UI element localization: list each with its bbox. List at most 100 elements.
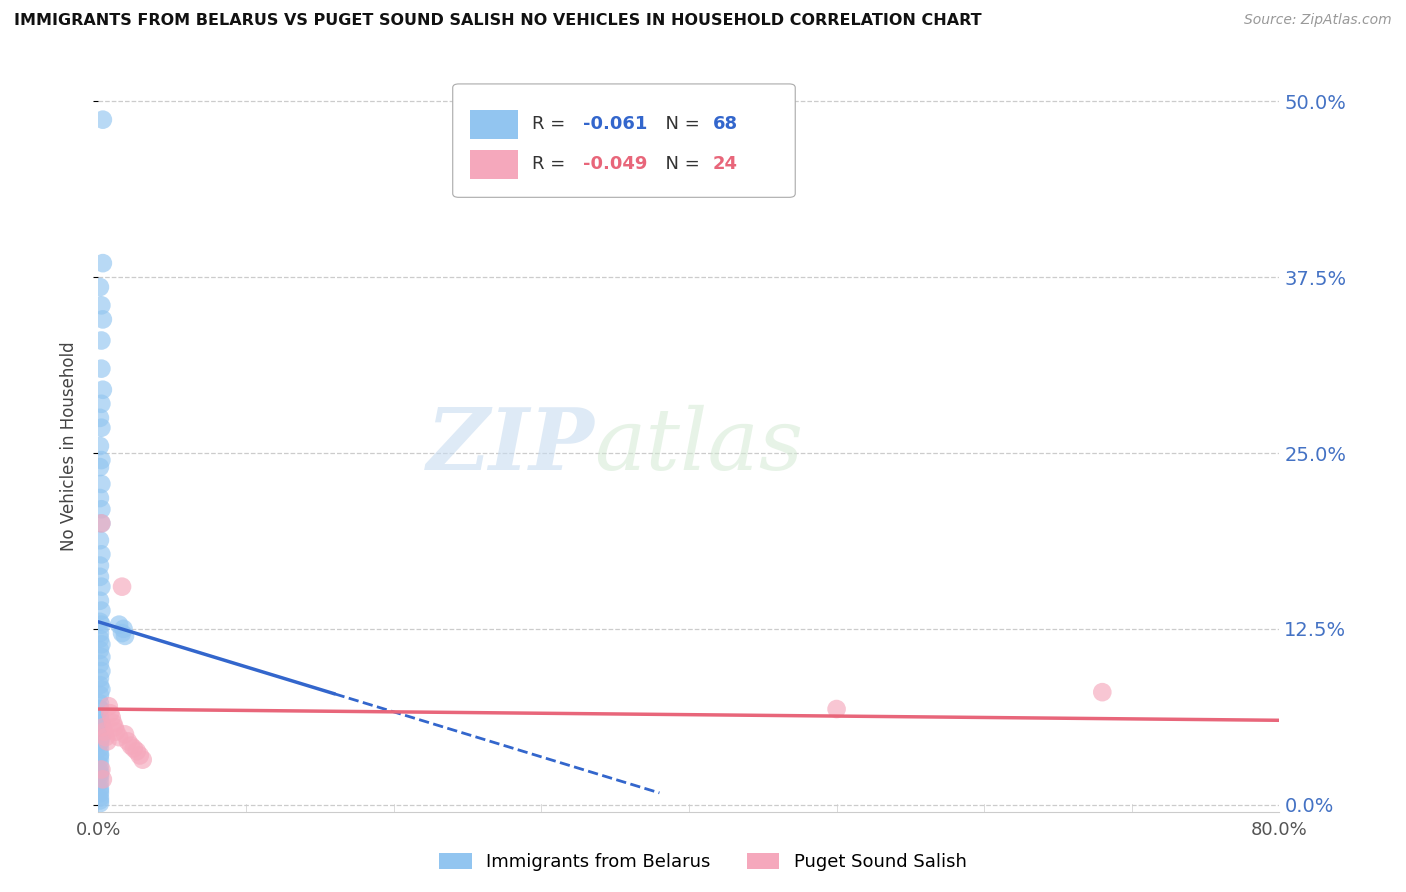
Point [89,783,111,797]
Point [89,570,111,584]
Point [89,657,111,671]
Point [94,730,117,744]
Point [91,312,114,326]
Point [108,730,131,744]
Point [90,477,112,491]
Point [91,720,114,734]
Text: 24: 24 [713,155,738,173]
Text: IMMIGRANTS FROM BELARUS VS PUGET SOUND SALISH NO VEHICLES IN HOUSEHOLD CORRELATI: IMMIGRANTS FROM BELARUS VS PUGET SOUND S… [14,13,981,29]
Point [91,112,114,127]
Point [90,334,112,348]
Point [91,256,114,270]
Text: 68: 68 [713,115,738,133]
Point [89,724,111,739]
FancyBboxPatch shape [453,84,796,197]
Point [90,664,112,678]
Legend: Immigrants from Belarus, Puget Sound Salish: Immigrants from Belarus, Puget Sound Sal… [432,846,974,879]
Point [98,706,121,721]
Point [89,671,111,685]
Point [89,688,111,702]
Bar [471,110,517,139]
Point [90,650,112,665]
Point [91,383,114,397]
Point [90,716,112,731]
Point [90,516,112,531]
Point [89,736,111,750]
Point [90,604,112,618]
Point [90,547,112,561]
Point [89,787,111,801]
Point [89,643,111,657]
Text: N =: N = [654,115,704,133]
Point [89,775,111,789]
Point [825,702,848,716]
Point [89,734,111,748]
Point [112,622,135,636]
Point [122,741,145,756]
Point [89,491,111,505]
Point [89,793,111,807]
Point [89,770,111,784]
Point [96,734,118,748]
Point [103,716,125,731]
Point [89,758,111,772]
Point [117,734,139,748]
Point [89,764,111,778]
Y-axis label: No Vehicles in Household: No Vehicles in Household [59,341,77,551]
Point [90,453,112,467]
Point [97,699,120,714]
Point [89,720,111,734]
Point [108,617,131,632]
Point [89,753,111,767]
Point [104,720,127,734]
Point [89,741,111,756]
Point [89,747,111,761]
Point [89,790,111,805]
Point [111,580,134,594]
Point [90,421,112,435]
Point [89,766,111,780]
Point [93,724,115,739]
Bar [471,150,517,179]
Point [89,593,111,607]
Point [90,637,112,651]
Text: atlas: atlas [595,405,804,487]
Point [89,710,111,724]
Text: -0.049: -0.049 [582,155,647,173]
Text: ZIP: ZIP [426,404,595,488]
Point [89,533,111,548]
Point [1091,685,1114,699]
Point [90,361,112,376]
Point [90,682,112,697]
Text: N =: N = [654,155,704,173]
Text: -0.061: -0.061 [582,115,647,133]
Point [90,516,112,531]
Point [91,772,114,787]
Point [89,280,111,294]
Point [89,439,111,453]
Point [90,580,112,594]
Point [114,727,136,741]
Point [89,558,111,573]
Point [125,744,148,758]
Point [89,678,111,692]
Point [89,780,111,795]
Point [89,797,111,811]
Point [89,702,111,716]
Point [90,763,112,777]
Point [90,730,112,744]
Point [89,410,111,425]
Point [111,626,134,640]
Text: Source: ZipAtlas.com: Source: ZipAtlas.com [1244,13,1392,28]
Point [89,702,111,716]
Point [89,720,111,734]
Point [89,460,111,475]
Point [120,739,142,753]
Point [105,724,128,739]
Point [89,615,111,629]
Point [89,626,111,640]
Point [89,697,111,711]
Point [90,397,112,411]
Point [89,748,111,763]
Point [90,617,112,632]
